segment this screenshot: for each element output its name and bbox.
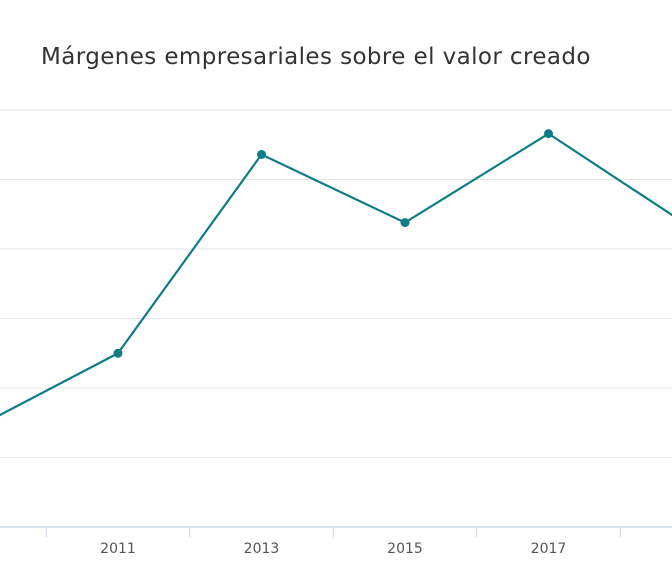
series-layer	[0, 129, 672, 417]
chart-title: Márgenes empresariales sobre el valor cr…	[41, 44, 591, 70]
x-tick-label: 2015	[387, 541, 423, 557]
data-point	[544, 129, 553, 139]
x-tick-label: 2013	[244, 541, 280, 557]
data-point	[400, 218, 410, 228]
data-point	[257, 149, 266, 159]
grid-lines	[0, 109, 672, 458]
data-point	[113, 348, 123, 358]
x-tick-label: 2017	[531, 541, 567, 557]
series-line-0	[0, 132, 672, 417]
x-tick-label: 2011	[100, 541, 136, 557]
x-axis: 2011 2013 2015 2017	[0, 526, 672, 557]
